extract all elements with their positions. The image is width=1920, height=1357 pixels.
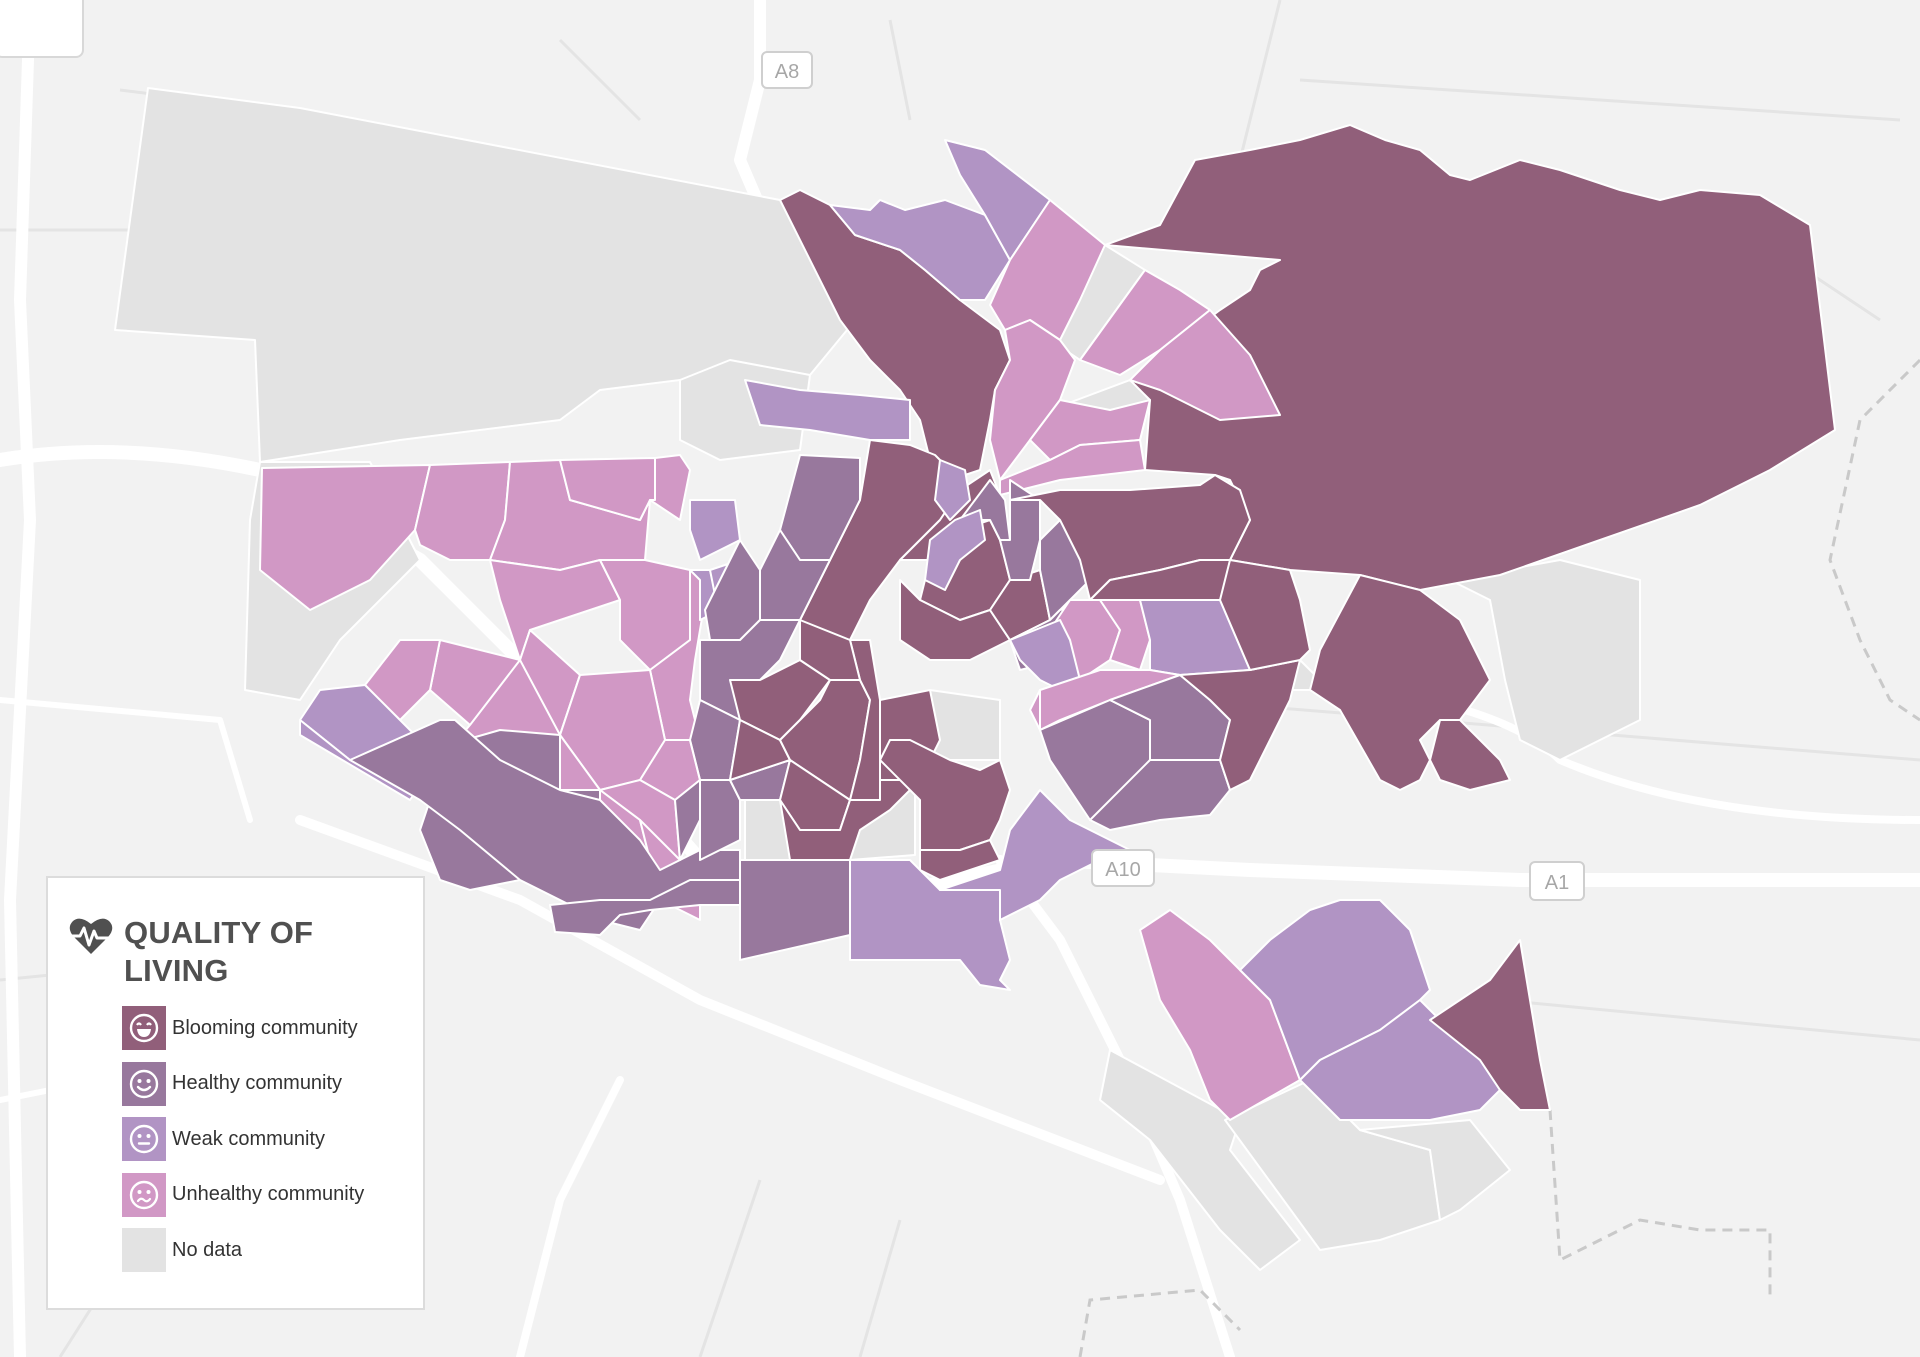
- legend-item-weak: Weak community: [122, 1117, 364, 1161]
- municipal-border: [1078, 358, 1920, 1357]
- legend-label-unhealthy: Unhealthy community: [172, 1183, 365, 1205]
- neutral-face-icon: [129, 1124, 159, 1154]
- legend-item-blooming: Blooming community: [122, 1006, 364, 1050]
- svg-text:A8: A8: [775, 61, 799, 83]
- road-shield-a1: A1: [1529, 861, 1585, 901]
- legend-swatch-weak: [122, 1117, 166, 1161]
- map-corner-tab[interactable]: [0, 0, 84, 58]
- road-shield-a10: A10: [1091, 849, 1155, 887]
- smiling-face-icon: [129, 1069, 159, 1098]
- legend-label-healthy: Healthy community: [172, 1072, 343, 1094]
- heart-pulse-icon: [69, 918, 113, 954]
- legend-swatch-unhealthy: [122, 1172, 166, 1217]
- legend-items: Blooming community Healthy community: [122, 1006, 364, 1284]
- legend-item-no-data: No data: [122, 1228, 364, 1272]
- legend-swatch-healthy: [122, 1061, 166, 1106]
- svg-text:A10: A10: [1105, 859, 1141, 881]
- legend-title: QUALITY OF LIVING: [124, 914, 324, 990]
- legend-title-row: QUALITY OF LIVING: [68, 914, 324, 990]
- legend-label-blooming: Blooming community: [172, 1016, 358, 1039]
- legend-item-healthy: Healthy community: [122, 1061, 364, 1106]
- legend-swatch-no-data: [122, 1228, 166, 1272]
- legend-title-line2: LIVING: [124, 953, 229, 988]
- legend-item-unhealthy: Unhealthy community: [122, 1172, 365, 1217]
- svg-text:A1: A1: [1545, 872, 1569, 894]
- district-blooming: [1104, 124, 1836, 591]
- road-shield-a8: A8: [761, 51, 813, 89]
- quality-districts: [259, 124, 1836, 1121]
- worried-face-icon: [129, 1180, 159, 1209]
- map-legend: QUALITY OF LIVING Blooming community: [46, 876, 425, 1310]
- laughing-face-icon: [129, 1013, 159, 1043]
- legend-label-weak: Weak community: [172, 1127, 326, 1150]
- legend-label-no-data: No data: [172, 1238, 243, 1261]
- legend-title-line1: QUALITY OF: [124, 915, 314, 950]
- legend-swatch-blooming: [122, 1006, 166, 1050]
